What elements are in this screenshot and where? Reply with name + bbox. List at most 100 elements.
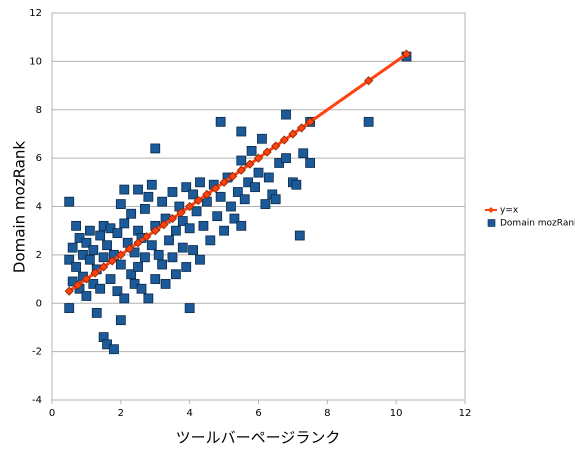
point xyxy=(176,207,186,218)
point xyxy=(146,240,157,251)
point xyxy=(257,133,267,144)
point xyxy=(119,293,130,304)
point xyxy=(88,245,99,255)
point xyxy=(198,220,209,231)
point xyxy=(236,165,246,175)
point xyxy=(107,256,117,266)
point xyxy=(133,184,143,195)
point xyxy=(105,274,116,284)
x-tick-label: 2 xyxy=(118,408,124,419)
point xyxy=(124,244,135,254)
x-tick-label: 10 xyxy=(390,408,403,419)
point xyxy=(91,308,102,318)
point xyxy=(150,143,161,154)
point xyxy=(81,291,92,301)
point xyxy=(364,76,374,86)
y-tick-label: 4 xyxy=(36,202,42,213)
point xyxy=(126,269,137,280)
point xyxy=(184,223,195,234)
y-tick-label: -4 xyxy=(32,395,42,406)
y-tick-label: 12 xyxy=(29,8,42,19)
point xyxy=(81,274,91,284)
point xyxy=(236,126,247,137)
y-tick-label: -2 xyxy=(32,347,42,358)
point xyxy=(215,191,226,202)
point xyxy=(64,196,75,207)
x-tick-label: 6 xyxy=(255,408,261,419)
point xyxy=(115,199,126,209)
point xyxy=(210,183,221,193)
y-tick-label: 6 xyxy=(36,153,42,164)
y-axis-label: Domain mozRank xyxy=(11,141,29,273)
point xyxy=(260,199,271,209)
point xyxy=(64,254,75,265)
point xyxy=(136,283,147,294)
point xyxy=(401,49,412,59)
x-tick-label: 4 xyxy=(186,408,192,419)
y-tick-label: 10 xyxy=(29,56,42,67)
point xyxy=(84,254,95,265)
legend-label: Domain mozRank xyxy=(500,219,575,229)
point xyxy=(263,172,274,183)
point xyxy=(363,116,374,127)
point xyxy=(177,242,188,253)
point xyxy=(157,259,168,270)
point xyxy=(98,252,109,263)
point xyxy=(253,153,264,163)
point xyxy=(109,344,119,355)
point xyxy=(271,141,281,151)
point xyxy=(64,286,74,296)
point xyxy=(202,189,212,199)
point xyxy=(195,177,205,188)
point xyxy=(95,283,106,294)
point xyxy=(228,171,238,181)
point xyxy=(170,225,181,236)
point xyxy=(160,278,171,289)
point xyxy=(185,201,195,212)
point xyxy=(281,153,291,164)
point xyxy=(288,129,298,139)
point xyxy=(188,245,199,255)
point xyxy=(112,228,123,239)
point xyxy=(191,206,202,217)
point xyxy=(184,303,195,313)
point xyxy=(305,158,316,168)
point xyxy=(64,303,75,313)
point xyxy=(253,167,264,178)
point xyxy=(181,182,192,193)
point xyxy=(71,220,81,231)
point xyxy=(305,117,315,127)
point xyxy=(226,201,236,212)
legend-marker xyxy=(487,219,496,227)
point xyxy=(193,195,203,206)
point xyxy=(262,147,272,157)
point xyxy=(167,252,178,263)
point xyxy=(67,242,78,253)
point xyxy=(229,213,240,224)
point xyxy=(90,268,100,278)
point xyxy=(115,259,126,270)
point xyxy=(133,262,143,272)
point xyxy=(133,238,143,248)
point xyxy=(73,280,83,290)
point xyxy=(177,216,188,226)
point xyxy=(291,179,302,190)
legend-marker xyxy=(488,207,494,213)
point xyxy=(159,220,169,230)
point xyxy=(170,269,181,280)
point xyxy=(146,179,157,190)
point xyxy=(296,123,307,133)
y-tick-label: 8 xyxy=(36,105,42,116)
point xyxy=(112,286,123,297)
point xyxy=(150,274,161,284)
point xyxy=(95,230,106,241)
point xyxy=(71,262,81,272)
point xyxy=(150,226,160,236)
point xyxy=(115,315,126,326)
y-tick-label: 0 xyxy=(36,298,42,309)
point xyxy=(157,196,168,207)
point xyxy=(294,230,305,241)
x-tick-label: 0 xyxy=(49,408,55,419)
point xyxy=(188,189,199,200)
point xyxy=(167,214,178,224)
